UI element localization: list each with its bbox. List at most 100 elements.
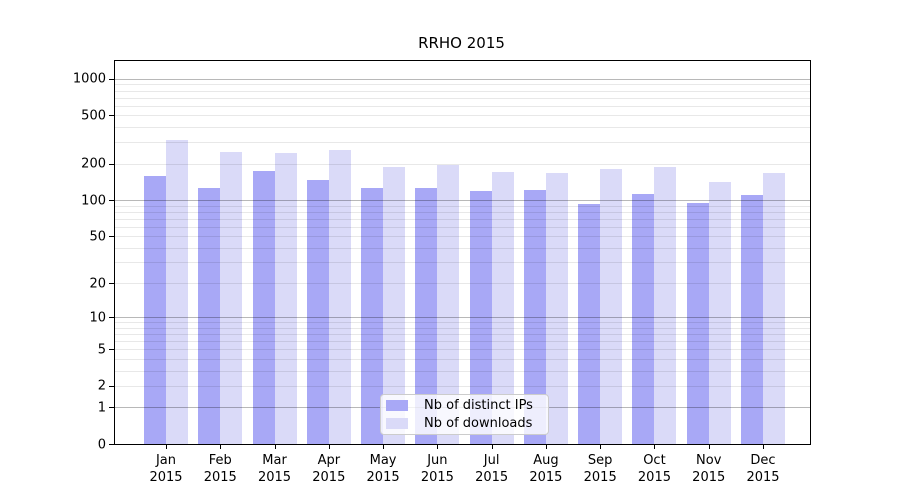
- x-axis-tick: [545, 444, 547, 449]
- x-axis-tick: [708, 444, 710, 449]
- y-axis-tick: [109, 78, 114, 80]
- y-axis-tick: [109, 385, 114, 387]
- y-tick-label: 50: [89, 229, 106, 245]
- y-axis-tick: [109, 349, 114, 351]
- y-tick-label: 1000: [72, 71, 106, 87]
- y-axis-tick: [109, 283, 114, 285]
- bar-ips-may: [361, 187, 384, 444]
- bar-downloads-oct: [654, 166, 677, 444]
- legend-label: Nb of downloads: [424, 415, 533, 431]
- y-axis-tick: [109, 115, 114, 117]
- y-axis-tick: [109, 444, 114, 445]
- minor-gridline: [115, 283, 810, 285]
- bar-downloads-aug: [545, 172, 568, 444]
- x-tick-label-feb: Feb 2015: [203, 453, 237, 485]
- minor-gridline: [115, 226, 810, 228]
- minor-gridline: [115, 205, 810, 207]
- bar-ips-jan: [144, 176, 166, 444]
- minor-gridline: [115, 127, 810, 129]
- legend-swatch-downloads: [386, 417, 408, 429]
- y-tick-label: 0: [97, 437, 106, 452]
- x-tick-label-aug: Aug 2015: [529, 453, 563, 485]
- minor-gridline: [115, 341, 810, 343]
- x-axis-tick: [274, 444, 276, 449]
- major-gridline: [115, 78, 810, 80]
- minor-gridline: [115, 211, 810, 213]
- bar-ips-dec: [740, 195, 763, 444]
- y-tick-label: 100: [81, 193, 106, 209]
- y-axis-tick: [109, 317, 114, 319]
- legend-label: Nb of distinct IPs: [424, 398, 533, 414]
- bar-downloads-jun: [437, 165, 460, 444]
- y-tick-label: 1: [97, 400, 106, 416]
- x-tick-label-dec: Dec 2015: [746, 453, 780, 485]
- bar-downloads-feb: [220, 151, 243, 444]
- minor-gridline: [115, 218, 810, 220]
- y-tick-label: 2: [97, 378, 106, 394]
- x-tick-label-jul: Jul 2015: [475, 453, 509, 485]
- x-axis-tick: [437, 444, 439, 449]
- minor-gridline: [115, 247, 810, 249]
- minor-gridline: [115, 163, 810, 165]
- minor-gridline: [115, 322, 810, 324]
- major-gridline: [115, 317, 810, 319]
- plot-area: Nb of distinct IPs Nb of downloads 1000 50…: [73, 60, 811, 485]
- minor-gridline: [115, 385, 810, 387]
- minor-gridline: [115, 84, 810, 86]
- x-axis-tick: [491, 444, 493, 449]
- y-tick-label: 20: [89, 276, 106, 292]
- minor-gridline: [115, 115, 810, 117]
- bar-downloads-apr: [328, 149, 351, 444]
- x-tick-label-oct: Oct 2015: [637, 453, 671, 485]
- minor-gridline: [115, 349, 810, 351]
- y-axis-tick: [109, 200, 114, 202]
- minor-gridline: [115, 105, 810, 107]
- x-tick-label-jan: Jan 2015: [149, 453, 183, 485]
- x-axis-tick: [383, 444, 385, 449]
- bar-ips-jun: [415, 187, 438, 444]
- bar-ips-jul: [469, 191, 492, 444]
- bar-downloads-sep: [600, 169, 623, 444]
- minor-gridline: [115, 358, 810, 360]
- x-axis-tick: [762, 444, 764, 449]
- y-axis-tick: [109, 407, 114, 409]
- x-tick-label-apr: Apr 2015: [312, 453, 346, 485]
- x-axis-tick: [220, 444, 222, 449]
- minor-gridline: [115, 90, 810, 92]
- x-axis-tick: [654, 444, 656, 449]
- y-tick-label: 10: [89, 310, 106, 326]
- bar-ips-sep: [578, 204, 601, 444]
- x-tick-label-jun: Jun 2015: [420, 453, 454, 485]
- chart-title: RRHO 2015: [418, 34, 505, 52]
- minor-gridline: [115, 370, 810, 372]
- y-tick-label: 200: [81, 156, 106, 172]
- bar-downloads-mar: [274, 152, 297, 444]
- legend-row: Nb of downloads: [386, 415, 542, 433]
- bar-ips-oct: [632, 194, 655, 444]
- x-axis-tick: [328, 444, 330, 449]
- x-tick-label-sep: Sep 2015: [583, 453, 617, 485]
- minor-gridline: [115, 334, 810, 336]
- x-tick-label-nov: Nov 2015: [692, 453, 726, 485]
- bar-ips-aug: [523, 190, 546, 444]
- y-axis-tick: [109, 163, 114, 165]
- y-tick-label: 500: [81, 108, 106, 124]
- bar-downloads-jan: [166, 139, 188, 444]
- legend-row: Nb of distinct IPs: [386, 397, 542, 415]
- bar-downloads-may: [383, 166, 406, 444]
- minor-gridline: [115, 142, 810, 144]
- major-gridline: [115, 200, 810, 202]
- x-tick-label-mar: Mar 2015: [257, 453, 292, 485]
- bar-downloads-jul: [491, 172, 514, 444]
- bar-downloads-dec: [762, 173, 785, 444]
- y-axis-tick: [109, 236, 114, 238]
- x-axis-tick: [600, 444, 602, 449]
- bar-ips-feb: [198, 188, 221, 444]
- minor-gridline: [115, 262, 810, 264]
- x-tick-label-may: May 2015: [366, 453, 400, 485]
- bar-ips-nov: [686, 203, 709, 444]
- bar-ips-apr: [306, 179, 329, 444]
- legend: Nb of distinct IPs Nb of downloads: [380, 394, 549, 435]
- bar-downloads-nov: [708, 182, 731, 444]
